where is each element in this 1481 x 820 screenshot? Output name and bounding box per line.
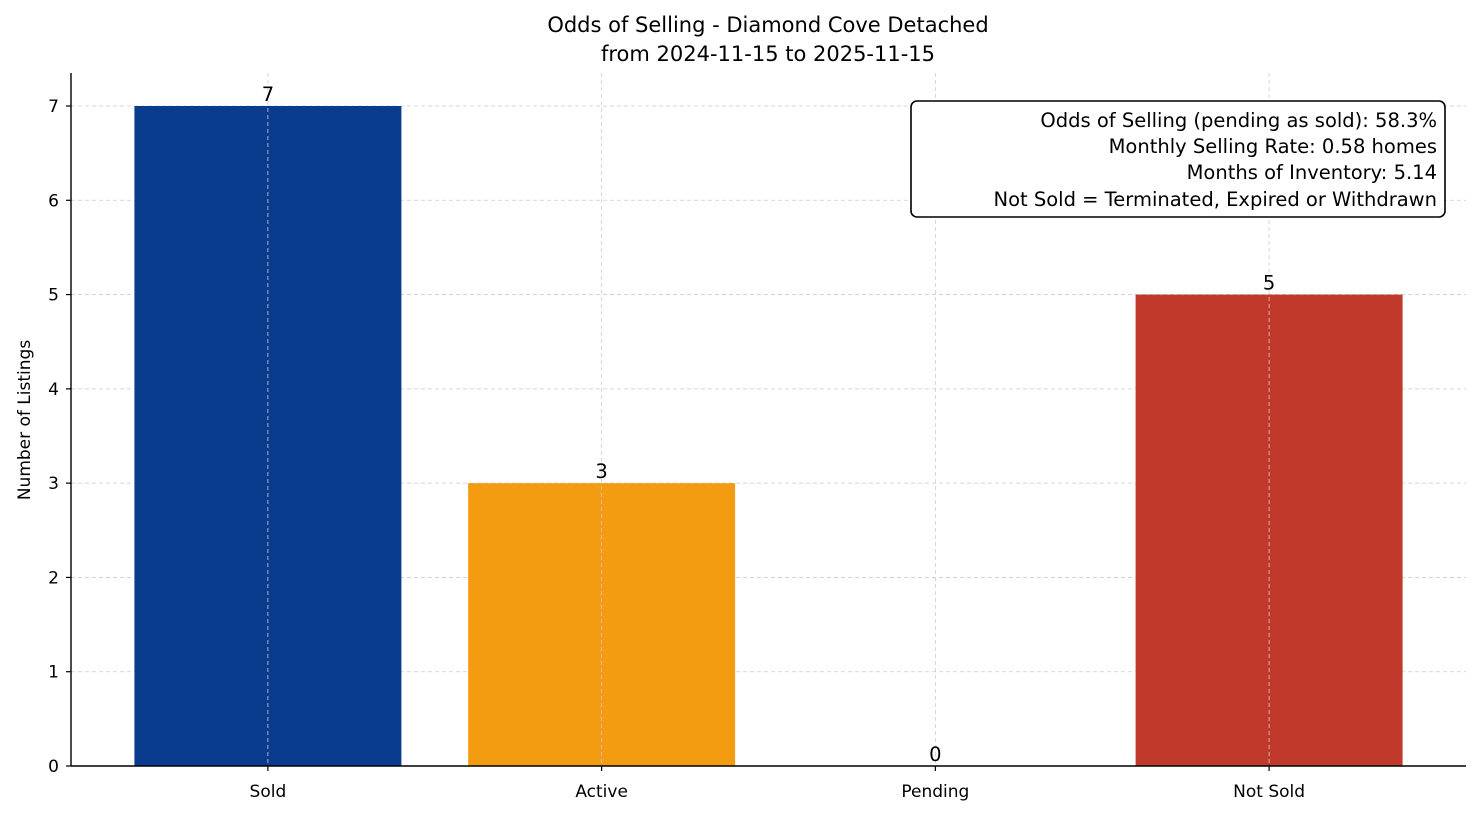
data-label: 7 xyxy=(262,83,274,106)
x-tick-label: Active xyxy=(575,782,628,802)
annotation-line: Months of Inventory: 5.14 xyxy=(1187,161,1437,184)
y-tick-label: 7 xyxy=(48,97,59,117)
y-axis-label: Number of Listings xyxy=(15,340,35,500)
annotation-line: Monthly Selling Rate: 0.58 homes xyxy=(1109,135,1437,158)
x-tick-label: Sold xyxy=(250,782,287,802)
data-label: 5 xyxy=(1263,272,1275,295)
axes xyxy=(70,73,1466,767)
y-tick-label: 4 xyxy=(48,380,59,400)
annotation-line: Not Sold = Terminated, Expired or Withdr… xyxy=(993,188,1437,211)
y-tick-label: 5 xyxy=(48,286,59,306)
x-tick-label: Pending xyxy=(901,782,969,802)
ticks: 0 1 2 3 4 5 6 7 Sold Active Pending Not Sold xyxy=(48,97,1305,802)
data-label: 3 xyxy=(595,460,607,483)
annotation-line: Odds of Selling (pending as sold): 58.3% xyxy=(1040,109,1437,132)
chart-title: Odds of Selling - Diamond Cove Detached xyxy=(547,13,988,37)
y-tick-label: 2 xyxy=(48,568,59,588)
y-tick-label: 6 xyxy=(48,191,59,211)
annotation-box-frame xyxy=(910,100,1446,218)
data-label: 0 xyxy=(929,743,941,766)
bar-active xyxy=(468,483,736,766)
annotation-box: Odds of Selling (pending as sold): 58.3%… xyxy=(910,100,1446,218)
bar-sold xyxy=(134,106,402,766)
chart-subtitle: from 2024-11-15 to 2025-11-15 xyxy=(601,42,935,66)
y-tick-label: 0 xyxy=(48,757,59,777)
data-labels: 7 3 0 5 xyxy=(262,83,1276,766)
y-tick-label: 3 xyxy=(48,474,59,494)
x-tick-label: Not Sold xyxy=(1233,782,1305,802)
y-tick-label: 1 xyxy=(48,663,59,683)
